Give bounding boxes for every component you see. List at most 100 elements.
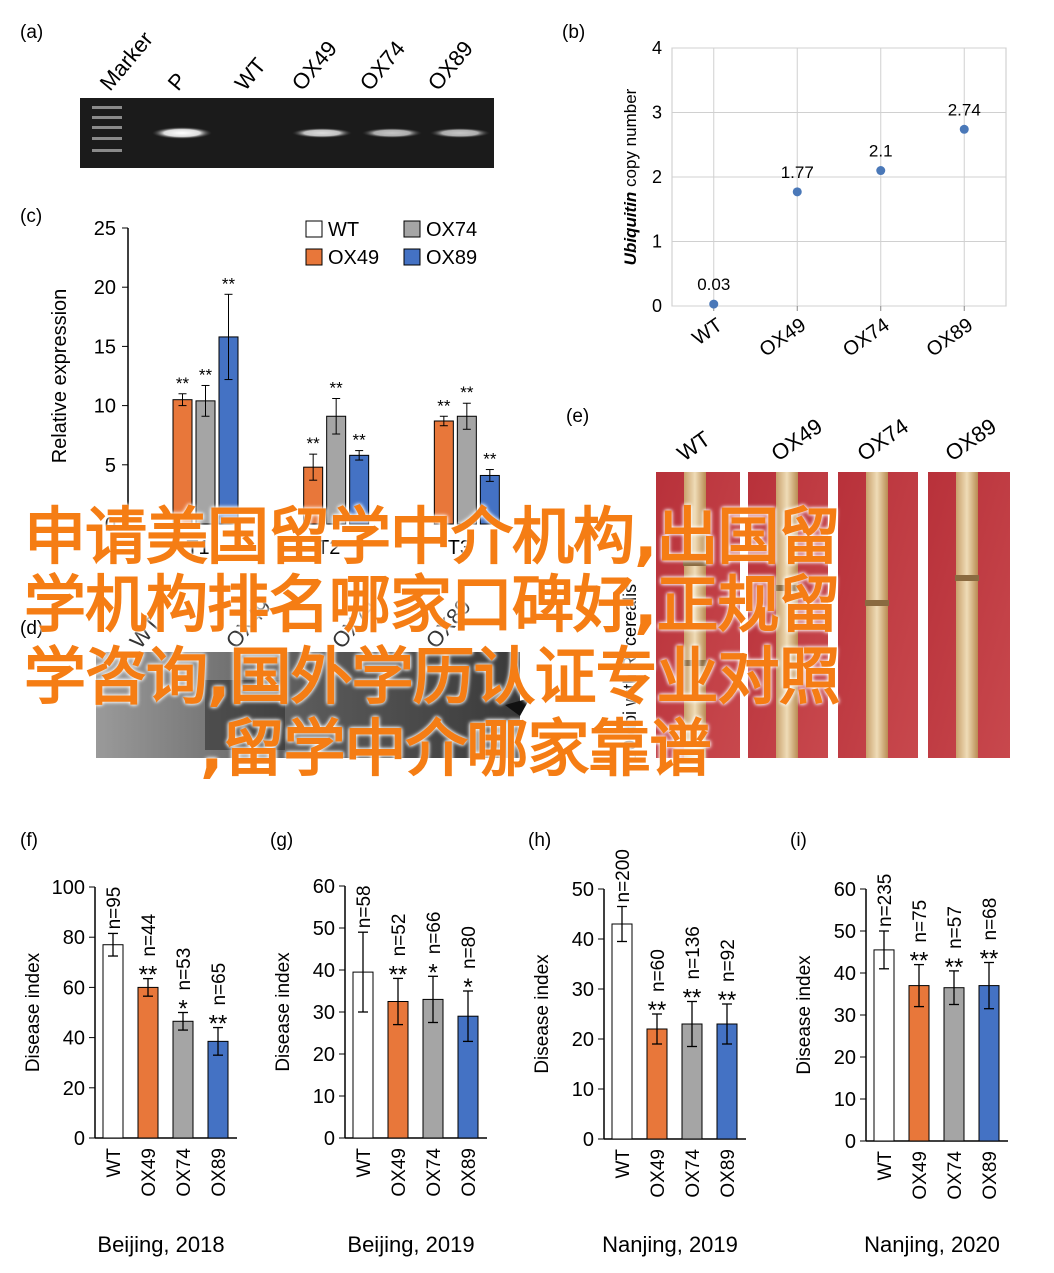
chart-c-xtick-label: T3 bbox=[448, 537, 471, 559]
chart-b-ylabel-rest: copy number bbox=[621, 88, 640, 191]
gel-d-lane-ox74: OX74 bbox=[327, 594, 382, 653]
chart-i-ytick-label: 30 bbox=[834, 1005, 856, 1027]
gel-a-band-ox74 bbox=[362, 128, 422, 138]
chart-c-legend-swatch bbox=[403, 248, 421, 266]
chart-i-significance: ** bbox=[945, 954, 964, 981]
chart-g-significance: * bbox=[463, 974, 472, 1001]
photo-e-label-ox89: OX89 bbox=[941, 413, 1001, 466]
chart-c-bar bbox=[172, 399, 193, 525]
chart-c-significance: ** bbox=[307, 434, 321, 453]
chart-h-ylabel: Disease index bbox=[532, 954, 553, 1074]
chart-f-n-label: n=65 bbox=[209, 963, 230, 1006]
chart-h-n-label: n=200 bbox=[613, 849, 634, 902]
chart-g-xtick-label: OX74 bbox=[424, 1148, 445, 1197]
chart-b-data-label: 2.74 bbox=[948, 100, 981, 119]
chart-c-legend-swatch bbox=[403, 220, 421, 238]
chart-c-bar bbox=[195, 400, 216, 525]
chart-c-bar bbox=[456, 415, 477, 525]
gel-a-band-ox89 bbox=[430, 128, 490, 138]
chart-f-ytick-label: 40 bbox=[63, 1028, 85, 1050]
chart-f-ytick-label: 20 bbox=[63, 1078, 85, 1100]
chart-c-significance: ** bbox=[483, 450, 497, 469]
chart-b-ytick-label: 3 bbox=[652, 103, 662, 123]
chart-f-significance: * bbox=[178, 996, 187, 1023]
chart-c-significance: ** bbox=[460, 383, 474, 402]
panel-label-h: (h) bbox=[528, 830, 551, 851]
chart-h-ytick-label: 0 bbox=[583, 1129, 594, 1151]
chart-c-xtick-label: T1 bbox=[186, 537, 209, 559]
gel-d-image bbox=[96, 652, 520, 758]
chart-g-xlabel: Beijing, 2019 bbox=[347, 1232, 474, 1257]
chart-c-ytick-label: 25 bbox=[94, 218, 116, 240]
photo-e-label-ox49: OX49 bbox=[767, 413, 827, 466]
chart-g-ytick-label: 50 bbox=[313, 918, 335, 940]
chart-c-legend-label: OX49 bbox=[328, 247, 379, 269]
chart-c-significance: ** bbox=[353, 431, 367, 450]
chart-b-data-label: 1.77 bbox=[781, 163, 814, 182]
chart-f-xlabel: Beijing, 2018 bbox=[97, 1232, 224, 1257]
gel-d: WT OX49 OX74 OX89 bbox=[96, 594, 530, 758]
chart-h-xtick-label: WT bbox=[613, 1149, 634, 1179]
chart-f-xtick-label: OX49 bbox=[139, 1148, 160, 1197]
chart-b-ytick-label: 4 bbox=[652, 38, 662, 58]
chart-b-xtick-label: OX49 bbox=[756, 314, 811, 361]
chart-f-bar bbox=[207, 1040, 229, 1139]
chart-i-bar bbox=[943, 987, 965, 1142]
chart-i-n-label: n=68 bbox=[980, 898, 1001, 941]
chart-b-xtick-label: OX74 bbox=[839, 314, 894, 361]
gel-d-arrowhead bbox=[505, 698, 530, 716]
panel-label-b: (b) bbox=[562, 22, 585, 43]
chart-c-legend-label: OX74 bbox=[426, 219, 477, 241]
chart-g-ytick-label: 0 bbox=[324, 1128, 335, 1150]
chart-h-bar bbox=[646, 1028, 668, 1140]
chart-c-significance: ** bbox=[199, 365, 213, 384]
chart-f-n-label: n=53 bbox=[174, 948, 195, 991]
gel-d-lane-ox49: OX49 bbox=[221, 594, 276, 653]
chart-f-ytick-label: 100 bbox=[52, 877, 85, 899]
chart-f-bar bbox=[172, 1020, 194, 1139]
chart-b-ytick-label: 1 bbox=[652, 232, 662, 252]
chart-g-n-label: n=52 bbox=[389, 914, 410, 957]
photo-e-panel-ox89 bbox=[928, 472, 1010, 758]
chart-i-bar bbox=[908, 985, 930, 1142]
photo-e-label-wt: WT bbox=[673, 426, 715, 466]
chart-f-ytick-label: 60 bbox=[63, 977, 85, 999]
chart-h-n-label: n=60 bbox=[648, 949, 669, 992]
chart-g-n-label: n=58 bbox=[354, 885, 375, 928]
chart-b-point bbox=[792, 187, 802, 197]
chart-c-ytick-label: 10 bbox=[94, 396, 116, 418]
chart-g-ytick-label: 20 bbox=[313, 1044, 335, 1066]
panel-label-i: (i) bbox=[790, 830, 807, 851]
chart-c-legend-swatch bbox=[305, 248, 323, 266]
photo-e-panel-wt bbox=[656, 472, 740, 758]
chart-g-ytick-label: 10 bbox=[313, 1086, 335, 1108]
chart-f-xtick-label: OX89 bbox=[209, 1148, 230, 1197]
chart-i-xtick-label: WT bbox=[875, 1151, 896, 1181]
chart-c-ytick-label: 5 bbox=[105, 455, 116, 477]
chart-i-xtick-label: OX74 bbox=[945, 1151, 966, 1200]
chart-c-bar bbox=[433, 420, 454, 525]
chart-h-xtick-label: OX49 bbox=[648, 1149, 669, 1198]
chart-c-legend-swatch bbox=[305, 220, 323, 238]
chart-c-significance: ** bbox=[222, 274, 236, 293]
chart-b-data-label: 2.1 bbox=[869, 142, 893, 161]
chart-i-n-label: n=75 bbox=[910, 900, 931, 943]
chart-i-ytick-label: 40 bbox=[834, 963, 856, 985]
chart-c-relative-expression: 0 5 10 15 20 25 Relative expression ** ** ** T1 ** *… bbox=[49, 218, 500, 559]
gel-a-image bbox=[80, 98, 494, 168]
chart-f-n-label: n=95 bbox=[104, 887, 125, 930]
chart-b-ylabel: Ubiquitin copy number bbox=[621, 88, 640, 265]
chart-i-xtick-label: OX89 bbox=[980, 1151, 1001, 1200]
chart-c-bar bbox=[479, 474, 500, 525]
chart-g-ytick-label: 60 bbox=[313, 876, 335, 898]
gel-d-lane-ox89: OX89 bbox=[421, 594, 476, 653]
chart-h-xtick-label: OX74 bbox=[683, 1149, 704, 1198]
chart-h-ytick-label: 40 bbox=[572, 929, 594, 951]
chart-b-copy-number: 0 1 2 3 4 WT 0.03 OX49 1.77 OX74 2.1 OX89 2.74 Ubiqui… bbox=[621, 38, 1007, 361]
chart-h-xtick-label: OX89 bbox=[718, 1149, 739, 1198]
gel-a-lane-p: P bbox=[163, 68, 192, 95]
chart-g-ytick-label: 40 bbox=[313, 960, 335, 982]
chart-b-point bbox=[876, 166, 886, 176]
chart-f-ylabel: Disease index bbox=[23, 952, 44, 1072]
